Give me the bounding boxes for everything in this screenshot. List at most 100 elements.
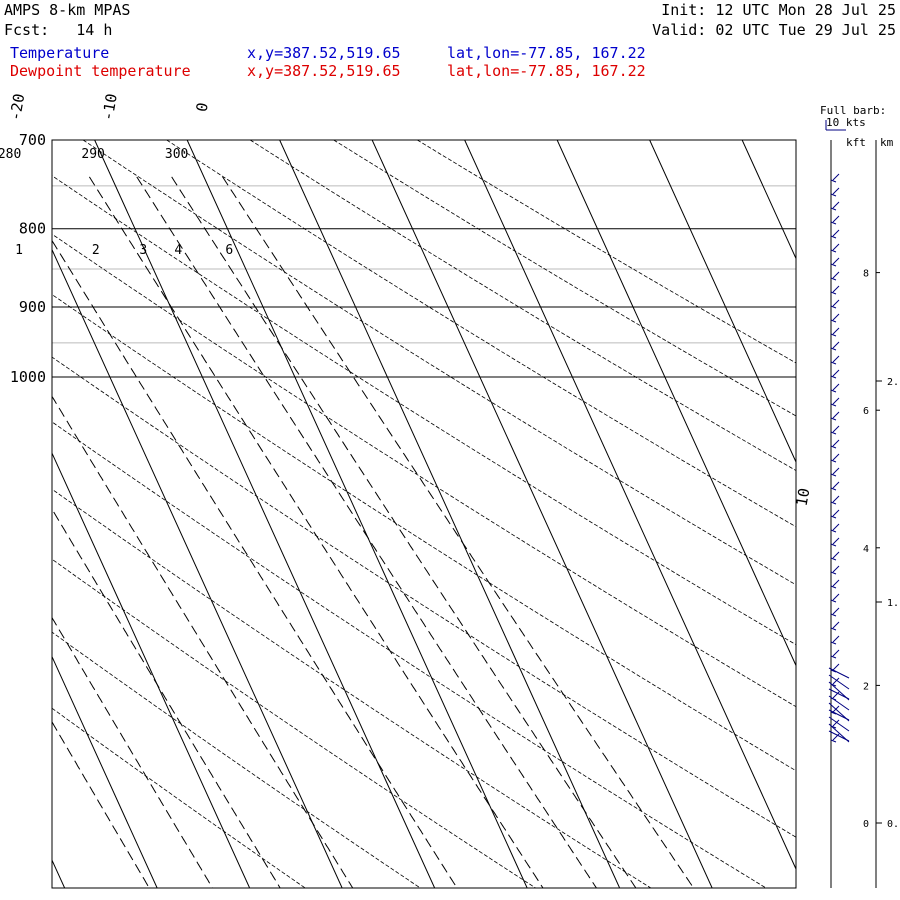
wind-barb-shaft-208 — [830, 207, 837, 211]
init-time: Init: 12 UTC Mon 28 Jul 25 — [661, 2, 896, 18]
wind-barb-600 — [830, 593, 840, 603]
wind-barb-feather-180 — [832, 173, 840, 181]
pressure-label-800: 800 — [19, 220, 46, 238]
wind-barb-feather-418 — [832, 411, 840, 419]
mixing-ratio-line-6 — [222, 176, 695, 888]
wind-barb-shaft-544 — [830, 543, 837, 547]
wind-barb-lower-4 — [828, 695, 850, 711]
wind-barb-feather-194 — [832, 187, 840, 195]
dry-adiabat-290 — [82, 140, 796, 586]
wind-barb-feather-544 — [832, 537, 840, 545]
wind-barb-432 — [830, 425, 840, 435]
legend-dewpoint-xy: x,y=387.52,519.65 — [247, 62, 401, 80]
wind-barb-shaft-292 — [830, 291, 837, 295]
wind-barb-lower-0 — [828, 667, 850, 679]
wind-barb-feather-656 — [832, 649, 840, 657]
wind-barb-feather-236 — [832, 229, 840, 237]
wind-barb-642 — [830, 635, 840, 645]
wind-barb-shaft-194 — [830, 193, 837, 197]
wind-barb-474 — [830, 467, 840, 477]
isotherm-10 — [279, 140, 621, 888]
wind-barb-feather-404 — [832, 397, 840, 405]
wind-barb-lower-3 — [828, 688, 850, 700]
valid-label: Valid: — [652, 21, 707, 39]
temp-label-10: 10 — [793, 487, 814, 508]
mixing-ratio-line-2 — [88, 176, 544, 888]
wind-barb-feather-208 — [832, 201, 840, 209]
wind-barb-feather-726 — [832, 719, 840, 727]
wind-barb-320 — [830, 313, 840, 323]
legend-temperature-xy: x,y=387.52,519.65 — [247, 44, 401, 62]
wind-barb-shaft-320 — [830, 319, 837, 323]
wind-barb-feather-460 — [832, 453, 840, 461]
wind-barb-376 — [830, 369, 840, 379]
mixing-ratio-line-3 — [136, 176, 597, 888]
wind-barb-shaft-642 — [830, 641, 837, 645]
mixing-ratio-line-4 — [171, 176, 637, 888]
pressure-label-700: 700 — [19, 131, 46, 149]
wind-barb-362 — [830, 355, 840, 365]
pressure-label-900: 900 — [19, 298, 46, 316]
wind-barb-390 — [830, 383, 840, 393]
wind-barb-shaft-572 — [830, 571, 837, 575]
mixing-ratio-line-1 — [52, 239, 458, 888]
wind-barb-488 — [830, 481, 840, 491]
theta-label-280: 280 — [0, 147, 21, 162]
wind-barb-shaft-530 — [830, 529, 837, 533]
legend-temperature-name: Temperature — [10, 44, 110, 62]
wind-barb-lower-7 — [828, 716, 850, 732]
wind-barb-544 — [830, 537, 840, 547]
wind-barb-shaft-488 — [830, 487, 837, 491]
wind-barb-lower-6 — [828, 709, 850, 721]
wind-barb-shaft-558 — [830, 557, 837, 561]
wind-barb-418 — [830, 411, 840, 421]
wind-barb-shaft-432 — [830, 431, 837, 435]
wind-barb-278 — [830, 271, 840, 281]
wind-barb-208 — [830, 201, 840, 211]
wind-barb-shaft-222 — [830, 221, 837, 225]
dry-adiabat-310 — [249, 140, 796, 471]
legend-dewpoint-latlon: lat,lon=-77.85, 167.22 — [447, 62, 646, 80]
dry-adiabat-320 — [333, 140, 796, 417]
legend-temperature-latlon: lat,lon=-77.85, 167.22 — [447, 44, 646, 62]
dry-adiabat-300 — [166, 140, 796, 528]
wind-barb-404 — [830, 397, 840, 407]
wind-barb-628 — [830, 621, 840, 631]
wind-barb-shaft-362 — [830, 361, 837, 365]
dry-adiabat-260 — [52, 294, 796, 772]
km-axis-label: km — [880, 136, 894, 149]
kft-axis-label: kft — [846, 136, 866, 149]
wind-barb-236 — [830, 229, 840, 239]
wind-barb-shaft-474 — [830, 473, 837, 477]
wind-barb-shaft-600 — [830, 599, 837, 603]
mixing-ratio-label-8: 6 — [225, 243, 233, 258]
isotherm-30 — [464, 140, 796, 871]
wind-barb-shaft-376 — [830, 375, 837, 379]
wind-barb-shaft-180 — [830, 179, 837, 183]
wind-barb-lower-1 — [828, 674, 850, 690]
wind-barb-feather-376 — [832, 369, 840, 377]
wind-barb-feather-292 — [832, 285, 840, 293]
wind-barb-shaft-656 — [830, 655, 837, 659]
mixing-ratio-label-5: 2 — [92, 243, 100, 258]
wind-barb-shaft-306 — [830, 305, 837, 309]
mixing-ratio-line-0p05 — [52, 721, 150, 888]
wind-barb-shaft-712 — [830, 711, 837, 715]
wind-barb-shaft-418 — [830, 417, 837, 421]
wind-barb-shaft-390 — [830, 389, 837, 393]
km-tick-label-1: 1. — [887, 598, 899, 609]
wind-barb-194 — [830, 187, 840, 197]
wind-barb-292 — [830, 285, 840, 295]
wind-barb-670 — [830, 663, 840, 673]
dry-adiabat-250 — [52, 356, 796, 838]
wind-barb-250 — [830, 243, 840, 253]
wind-barb-shaft-334 — [830, 333, 837, 337]
wind-barb-lower-9 — [828, 730, 850, 742]
wind-barb-shaft-348 — [830, 347, 837, 351]
valid-value: 02 UTC Tue 29 Jul 25 — [715, 21, 896, 39]
isotherm-20 — [371, 140, 713, 888]
pressure-label-1000: 1000 — [10, 368, 46, 386]
wind-barb-feather-446 — [832, 439, 840, 447]
dry-adiabat-240 — [52, 421, 767, 888]
